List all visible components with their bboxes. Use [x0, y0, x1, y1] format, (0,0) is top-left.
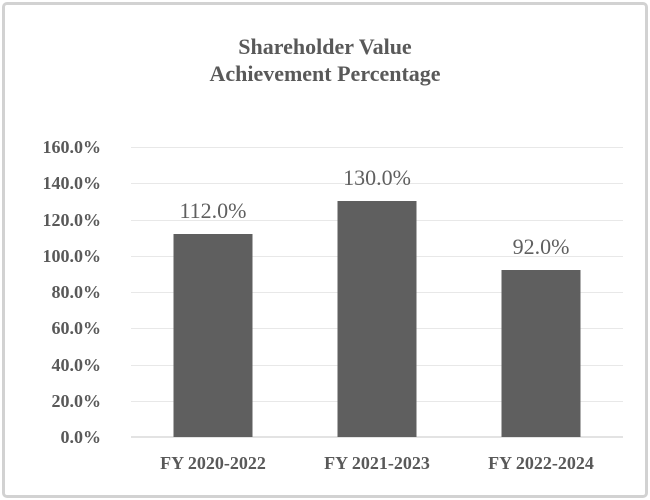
x-axis: FY 2020-2022 FY 2021-2023 FY 2022-2024: [131, 452, 623, 474]
y-tick-label-120: 120.0%: [42, 209, 102, 230]
plot-area: 112.0% 130.0% 92.0%: [131, 147, 623, 438]
y-tick-label-40: 40.0%: [51, 354, 102, 375]
x-tick-label-1: FY 2021-2023: [324, 453, 430, 473]
y-tick-label-160: 160.0%: [42, 137, 102, 157]
y-tick-label-20: 20.0%: [51, 390, 102, 411]
bar-slot-1: 130.0%: [295, 147, 459, 437]
chart-title-line1: Shareholder Value: [238, 34, 412, 59]
bar-FY 2022-2024: [501, 270, 581, 437]
bar-value-label-1: 130.0%: [343, 165, 411, 191]
x-tick-label-2: FY 2022-2024: [488, 453, 594, 473]
bar-value-label-0: 112.0%: [179, 198, 247, 223]
bar-FY 2020-2022: [173, 234, 253, 437]
chart-title-line2: Achievement Percentage: [209, 61, 441, 86]
gridline-160: [131, 147, 623, 148]
bar-slot-2: 92.0%: [459, 147, 623, 437]
y-tick-label-80: 80.0%: [51, 282, 102, 302]
y-tick-label-100: 100.0%: [42, 245, 102, 266]
chart-title: Shareholder Value Achievement Percentage: [5, 33, 645, 87]
bar-slot-0: 112.0%: [131, 147, 295, 437]
y-tick-label-60: 60.0%: [51, 318, 102, 339]
bar-FY 2021-2023: [337, 201, 417, 437]
y-axis: 160.0% 140.0% 120.0% 100.0% 80.0% 60.0% 40.0% 2…: [5, 5, 102, 495]
y-tick-label-140: 140.0%: [42, 173, 102, 194]
gridline-140: [131, 183, 623, 185]
y-tick-label-0: 0.0%: [60, 427, 102, 447]
x-tick-label-0: FY 2020-2022: [160, 453, 266, 473]
x-axis-line: [131, 436, 623, 438]
bar-value-label-2: 92.0%: [512, 234, 570, 260]
